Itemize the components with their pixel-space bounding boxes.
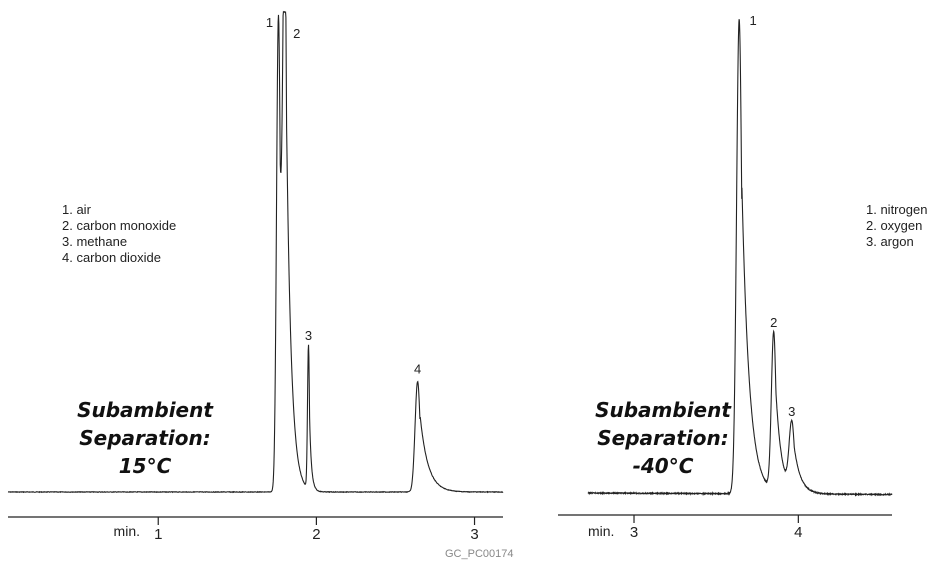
title-line: Subambient [595, 398, 731, 422]
title-line: -40°C [632, 454, 694, 478]
legend-item: 4. carbon dioxide [62, 250, 162, 265]
x-tick-label: 3 [630, 524, 638, 541]
legend-item: 2. carbon monoxide [62, 218, 177, 233]
legend-item: 3. argon [866, 234, 914, 249]
peak-label: 1 [750, 13, 757, 28]
title-line: Separation: [597, 426, 729, 450]
figure-code: GC_PC00174 [445, 548, 514, 560]
legend-item: 1. nitrogen [866, 202, 928, 217]
chromatogram-15c: 1 2 3 1 2 3 4 min. [7, 10, 504, 543]
legend-item: 1. air [62, 202, 91, 217]
peak-label: 3 [788, 404, 795, 419]
title-line: Subambient [77, 398, 213, 422]
trace-15c [7, 10, 504, 494]
peak-label: 1 [266, 15, 273, 30]
peak-legend-minus40c: 1. nitrogen 2. oxygen 3. argon [866, 202, 927, 250]
legend-item: 2. oxygen [866, 218, 923, 233]
title-line: 15°C [118, 454, 172, 478]
x-unit-label-minus40c: min. [588, 523, 614, 539]
x-tick-label: 3 [470, 526, 478, 543]
trace-minus40c [587, 19, 893, 497]
x-tick-label: 1 [154, 526, 162, 543]
chart-title-15c: Subambient Separation: 15°C [60, 396, 230, 480]
x-tick-label: 2 [312, 526, 320, 543]
legend-item: 3. methane [62, 234, 128, 249]
chromatogram-minus40c: 3 4 1 2 3 min. [558, 13, 893, 541]
chart-title-minus40c: Subambient Separation: -40°C [578, 396, 748, 480]
peak-label: 2 [293, 26, 300, 41]
title-line: Separation: [79, 426, 211, 450]
peak-legend-15c: 1. air 2. carbon monoxide 3. methane 4. … [62, 202, 176, 266]
peak-label: 4 [414, 362, 421, 377]
x-unit-label-15c: min. [114, 523, 140, 539]
peak-label: 3 [305, 328, 312, 343]
x-tick-label: 4 [794, 524, 802, 541]
peak-label: 2 [770, 315, 777, 330]
